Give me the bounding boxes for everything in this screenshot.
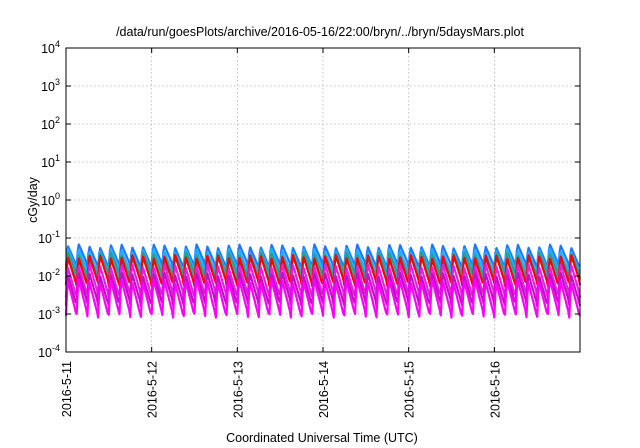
axis-ticks xyxy=(65,47,580,353)
y-tick-label: 100 xyxy=(41,191,60,208)
series-line xyxy=(64,278,582,319)
x-tick-label: 2016-5-13 xyxy=(231,361,245,418)
x-tick-label: 2016-5-12 xyxy=(146,361,160,418)
y-tick-labels: 10-4 10-3 10-2 10-1 100 101 102 103 104 xyxy=(38,39,60,360)
x-tick-label: 2016-5-14 xyxy=(317,361,331,418)
data-series xyxy=(64,243,582,319)
y-tick-label: 10-1 xyxy=(38,229,60,246)
y-tick-label: 103 xyxy=(41,77,60,94)
x-axis-label: Coordinated Universal Time (UTC) xyxy=(226,431,418,445)
x-tick-label: 2016-5-11 xyxy=(60,361,74,417)
y-tick-label: 104 xyxy=(41,39,60,56)
x-tick-labels: 2016-5-11 2016-5-12 2016-5-13 2016-5-14 2016… xyxy=(60,361,502,418)
y-tick-label: 10-3 xyxy=(38,305,60,322)
x-tick-label: 2016-5-15 xyxy=(403,361,417,418)
y-axis-label: cGy/day xyxy=(26,176,40,223)
y-tick-label: 101 xyxy=(41,153,60,170)
y-tick-label: 10-4 xyxy=(38,343,60,360)
y-tick-label: 10-2 xyxy=(38,267,60,284)
x-tick-label: 2016-5-16 xyxy=(488,361,502,418)
chart-title: /data/run/goesPlots/archive/2016-05-16/2… xyxy=(116,25,524,39)
y-tick-label: 102 xyxy=(41,115,60,132)
